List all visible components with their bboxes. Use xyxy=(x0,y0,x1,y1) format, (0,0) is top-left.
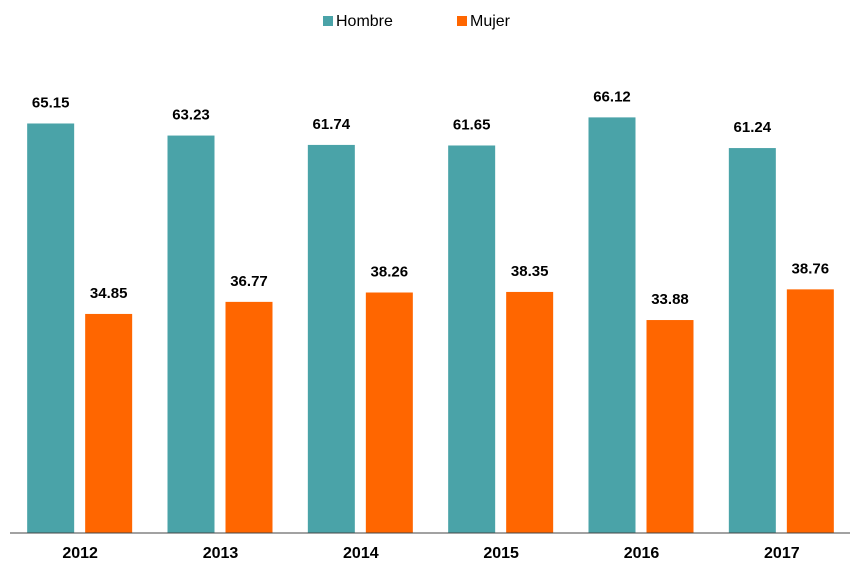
value-label: 61.24 xyxy=(734,119,772,136)
value-label: 36.77 xyxy=(230,273,268,290)
bar xyxy=(448,145,496,533)
bar xyxy=(646,320,694,533)
legend-label: Hombre xyxy=(336,13,393,30)
x-tick-label: 2014 xyxy=(343,545,379,562)
legend-swatch xyxy=(457,16,467,26)
legend-swatch xyxy=(323,16,333,26)
bar xyxy=(506,291,554,533)
bar xyxy=(27,123,75,533)
bar xyxy=(786,289,834,533)
bar xyxy=(307,144,355,534)
value-label: 61.65 xyxy=(453,116,491,133)
x-tick-label: 2016 xyxy=(624,545,660,562)
bar xyxy=(85,313,133,533)
bar xyxy=(225,301,273,533)
legend-label: Mujer xyxy=(470,13,511,30)
value-label: 38.76 xyxy=(792,260,830,277)
bar xyxy=(588,117,636,533)
x-tick-label: 2015 xyxy=(483,545,519,562)
bar xyxy=(167,135,215,533)
bar xyxy=(365,292,413,533)
value-label: 34.85 xyxy=(90,285,128,302)
value-label: 61.74 xyxy=(313,116,351,133)
x-tick-label: 2013 xyxy=(203,545,239,562)
value-label: 38.26 xyxy=(371,263,409,280)
value-label: 33.88 xyxy=(651,291,689,308)
value-label: 38.35 xyxy=(511,263,549,280)
x-tick-label: 2012 xyxy=(62,545,98,562)
value-label: 63.23 xyxy=(172,107,210,124)
bar xyxy=(728,148,776,533)
x-tick-label: 2017 xyxy=(764,545,800,562)
value-label: 65.15 xyxy=(32,94,70,111)
value-label: 66.12 xyxy=(593,88,631,105)
